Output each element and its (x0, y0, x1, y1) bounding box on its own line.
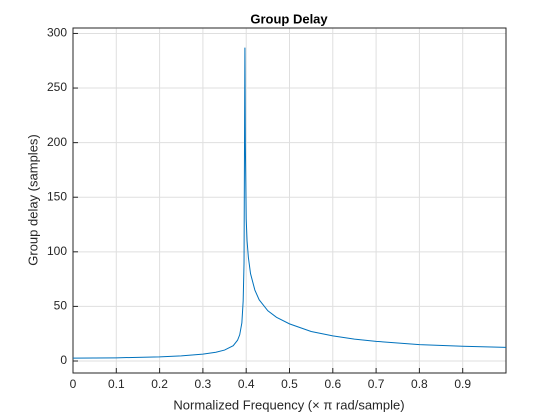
y-tick-label: 300 (47, 26, 67, 40)
chart-title: Group Delay (250, 11, 328, 26)
x-tick-label: 0.9 (454, 377, 471, 391)
y-tick-label: 200 (47, 135, 67, 149)
x-tick-label: 0 (70, 377, 77, 391)
y-tick-label: 250 (47, 80, 67, 94)
x-tick-label: 0.6 (324, 377, 341, 391)
x-tick-label: 0.8 (411, 377, 428, 391)
y-tick-label: 0 (60, 353, 67, 367)
x-tick-label: 0.5 (281, 377, 298, 391)
y-tick-label: 100 (47, 244, 67, 258)
y-axis-label: Group delay (samples) (25, 134, 40, 266)
data-line (72, 47, 507, 359)
x-tick-label: 0.2 (151, 377, 168, 391)
axes-box (72, 27, 507, 374)
x-tick-label: 0.1 (108, 377, 125, 391)
x-tick-label: 0.4 (238, 377, 255, 391)
y-tick-label: 150 (47, 189, 67, 203)
x-tick-label: 0.3 (195, 377, 212, 391)
x-axis-label: Normalized Frequency (× π rad/sample) (173, 397, 404, 412)
y-tick-label: 50 (54, 299, 68, 313)
x-tick-label: 0.7 (368, 377, 385, 391)
